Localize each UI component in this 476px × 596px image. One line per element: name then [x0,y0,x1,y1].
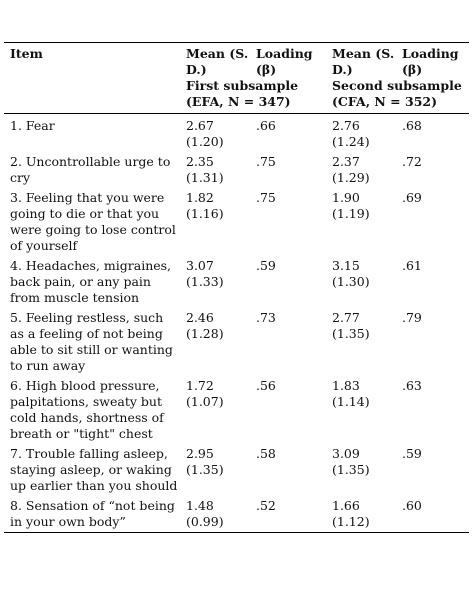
loading-first-cell: .58 [256,446,276,461]
table-header: Item Mean (S. D.) Loading (β) Mean (S. D… [4,42,469,114]
loading-second-cell: .69 [402,190,422,205]
header-mean-second: Mean (S. D.) [326,42,396,78]
loading-first-cell: .56 [256,378,276,393]
loading-second-cell: .72 [402,154,422,169]
item-cell: 8. Sensation of “not being in your own b… [4,494,180,533]
mean-second-cell: 1.83 (1.14) [332,378,370,409]
mean-second-cell: 2.37 (1.29) [332,154,370,185]
header-first-subsample: First subsample (EFA, N = 347) [180,78,326,114]
header-second-subsample: Second subsample (CFA, N = 352) [326,78,469,114]
mean-first-cell: 3.07 (1.33) [186,258,224,289]
table-row: 5. Feeling restless, such as a feeling o… [4,306,469,374]
results-table: Item Mean (S. D.) Loading (β) Mean (S. D… [4,42,469,533]
item-cell: 7. Trouble falling asleep, staying aslee… [10,446,178,493]
loading-first-cell: .75 [256,154,276,169]
table-row: 7. Trouble falling asleep, staying aslee… [4,442,469,494]
mean-second-cell: 3.09 (1.35) [332,446,370,477]
loading-second-cell: .63 [402,378,422,393]
subsample-header-row: First subsample (EFA, N = 347) Second su… [4,78,469,114]
mean-first-cell: 2.35 (1.31) [186,154,224,185]
item-cell: 4. Headaches, migraines, back pain, or a… [10,258,172,305]
mean-first-cell: 2.46 (1.28) [186,310,224,341]
loading-second-cell: .60 [396,494,469,533]
table-row: 1. Fear 2.67 (1.20) .66 2.76 (1.24) .68 [4,114,469,151]
loading-second-cell: .59 [402,446,422,461]
item-cell: 5. Feeling restless, such as a feeling o… [10,310,173,373]
header-row: Item Mean (S. D.) Loading (β) Mean (S. D… [4,42,469,78]
table-row: 4. Headaches, migraines, back pain, or a… [4,254,469,306]
item-cell: 6. High blood pressure, palpitations, sw… [10,378,164,441]
item-cell: 3. Feeling that you were going to die or… [10,190,176,253]
loading-first-cell: .59 [256,258,276,273]
loading-second-cell: .61 [402,258,422,273]
mean-second-cell: 3.15 (1.30) [332,258,370,289]
header-blank [4,78,180,114]
loading-first-cell: .73 [256,310,276,325]
mean-first-cell: 1.72 (1.07) [186,378,224,409]
header-item: Item [4,42,180,78]
table-row: 6. High blood pressure, palpitations, sw… [4,374,469,442]
header-mean-first: Mean (S. D.) [180,42,250,78]
header-loading-second: Loading (β) [396,42,469,78]
table-body: 1. Fear 2.67 (1.20) .66 2.76 (1.24) .68 2. Un… [4,114,469,533]
mean-second-cell: 1.66 (1.12) [326,494,396,533]
table-row: 3. Feeling that you were going to die or… [4,186,469,254]
loading-first-cell: .52 [250,494,326,533]
table-row: 2. Uncontrollable urge to cry 2.35 (1.31)… [4,150,469,186]
mean-second-cell: 2.77 (1.35) [332,310,370,341]
table-row: 8. Sensation of “not being in your own b… [4,494,469,533]
mean-first-cell: 2.67 (1.20) [186,118,224,149]
loading-first-cell: .75 [256,190,276,205]
mean-first-cell: 2.95 (1.35) [186,446,224,477]
loading-first-cell: .66 [256,118,276,133]
mean-second-cell: 2.76 (1.24) [332,118,370,149]
header-loading-first: Loading (β) [250,42,326,78]
mean-first-cell: 1.82 (1.16) [186,190,224,221]
loading-second-cell: .79 [402,310,422,325]
item-cell: 2. Uncontrollable urge to cry [10,154,171,185]
loading-second-cell: .68 [402,118,422,133]
mean-second-cell: 1.90 (1.19) [332,190,370,221]
item-cell: 1. Fear [10,118,55,133]
mean-first-cell: 1.48 (0.99) [180,494,250,533]
